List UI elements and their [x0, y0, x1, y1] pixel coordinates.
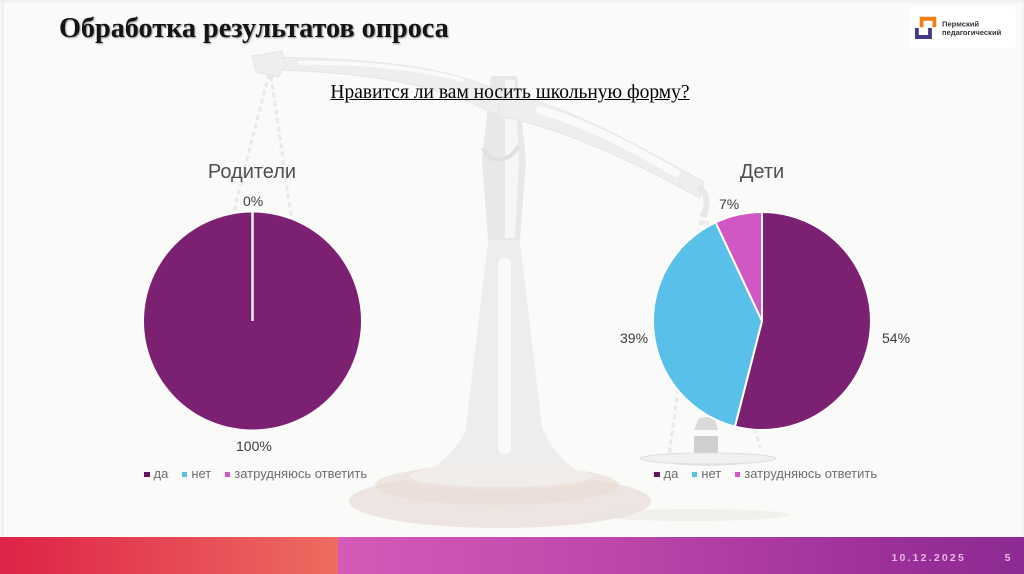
svg-text:Пермский: Пермский [942, 20, 979, 29]
svg-text:педагогический: педагогический [942, 28, 1002, 37]
